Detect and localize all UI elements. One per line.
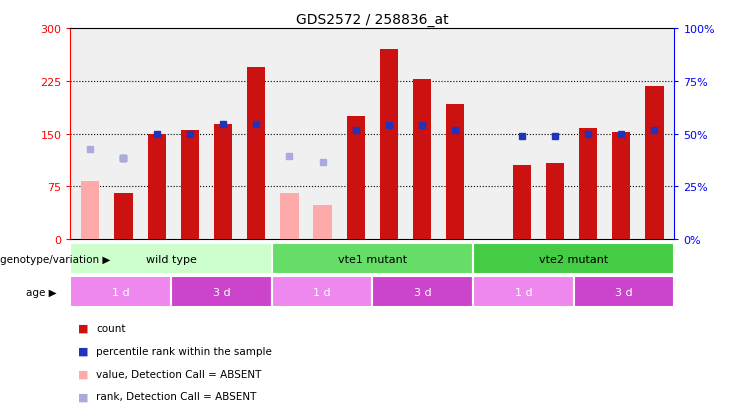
Text: vte2 mutant: vte2 mutant	[539, 254, 608, 264]
Bar	[171, 277, 272, 308]
Bar	[473, 244, 674, 275]
Bar	[272, 244, 473, 275]
Text: ■: ■	[78, 323, 88, 333]
Bar	[413, 79, 431, 240]
Bar	[446, 105, 465, 240]
Text: 1 d: 1 d	[313, 287, 330, 297]
Text: ■: ■	[78, 346, 88, 356]
Bar	[214, 125, 232, 240]
Bar	[147, 134, 166, 240]
Text: wild type: wild type	[146, 254, 196, 264]
Text: percentile rank within the sample: percentile rank within the sample	[96, 346, 272, 356]
Bar	[181, 131, 199, 240]
Bar	[313, 206, 332, 240]
Bar	[373, 277, 473, 308]
Bar	[70, 277, 171, 308]
Bar	[70, 244, 272, 275]
Text: 3 d: 3 d	[414, 287, 431, 297]
Text: vte1 mutant: vte1 mutant	[338, 254, 407, 264]
Bar	[347, 116, 365, 240]
Bar	[380, 50, 398, 240]
Text: ■: ■	[78, 369, 88, 379]
Bar	[82, 181, 99, 240]
Text: 1 d: 1 d	[514, 287, 532, 297]
Text: 1 d: 1 d	[112, 287, 130, 297]
Text: 3 d: 3 d	[213, 287, 230, 297]
Text: rank, Detection Call = ABSENT: rank, Detection Call = ABSENT	[96, 392, 256, 401]
Bar	[545, 164, 564, 240]
Title: GDS2572 / 258836_at: GDS2572 / 258836_at	[296, 12, 448, 26]
Bar	[579, 128, 597, 240]
Text: value, Detection Call = ABSENT: value, Detection Call = ABSENT	[96, 369, 262, 379]
Bar	[247, 68, 265, 240]
Text: count: count	[96, 323, 126, 333]
Bar	[612, 133, 631, 240]
Bar	[272, 277, 373, 308]
Text: ■: ■	[78, 392, 88, 401]
Bar	[114, 194, 133, 240]
Bar	[473, 277, 574, 308]
Text: age ▶: age ▶	[26, 287, 56, 297]
Bar	[280, 194, 299, 240]
Text: genotype/variation ▶: genotype/variation ▶	[0, 254, 110, 264]
Bar	[574, 277, 674, 308]
Bar	[513, 166, 531, 240]
Text: 3 d: 3 d	[615, 287, 633, 297]
Bar	[645, 86, 663, 240]
